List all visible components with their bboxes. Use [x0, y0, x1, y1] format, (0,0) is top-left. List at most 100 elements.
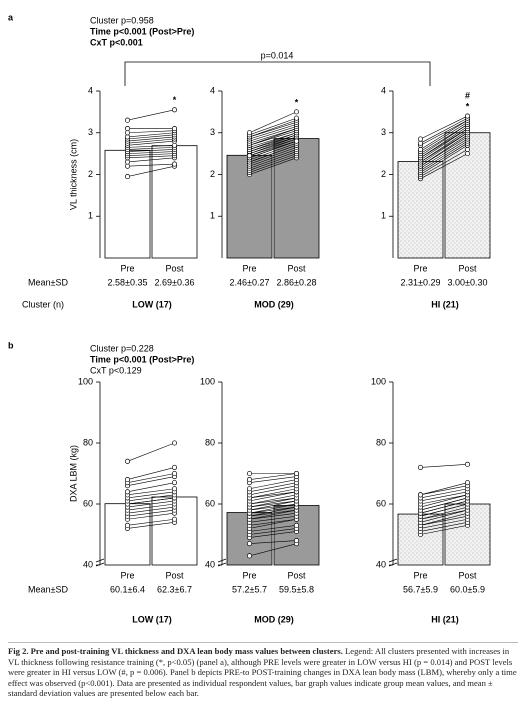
y-tick-label: 3 [381, 127, 386, 137]
respondent-line [420, 140, 468, 171]
value-label: 59.5±5.8 [279, 584, 314, 594]
x-tick-label: Pre [120, 570, 134, 580]
respondent-point [124, 134, 131, 140]
respondent-point [246, 153, 253, 159]
respondent-line [127, 151, 175, 154]
group-label: HI (21) [431, 299, 459, 309]
respondent-line [249, 144, 297, 163]
axis-break [95, 558, 105, 567]
respondent-point [246, 130, 253, 136]
respondent-line [127, 153, 175, 157]
respondent-line [420, 153, 468, 179]
respondent-line [127, 512, 175, 520]
value-label: 2.46±0.27 [230, 277, 270, 287]
comparison-bracket [124, 61, 431, 86]
respondent-line [249, 119, 297, 138]
respondent-line [249, 528, 297, 535]
y-tick-label: 40 [205, 559, 215, 569]
y-tick-label: 4 [210, 85, 215, 95]
value-label: 2.58±0.35 [108, 277, 148, 287]
significance-mark: * [173, 95, 177, 105]
respondent-point [124, 477, 131, 483]
value-label: 57.2±5.7 [232, 584, 267, 594]
respondent-line [127, 442, 175, 462]
y-tick-label: 4 [381, 85, 386, 95]
respondent-point [293, 522, 300, 528]
respondent-line [420, 509, 468, 520]
respondent-line [249, 497, 297, 505]
respondent-point [171, 142, 178, 148]
respondent-point [171, 470, 178, 477]
respondent-line [249, 140, 297, 156]
respondent-point [171, 126, 178, 132]
respondent-line [420, 126, 468, 159]
respondent-line [420, 124, 468, 154]
y-axis-title: DXA LBM (kg) [68, 445, 78, 502]
respondent-line [420, 119, 468, 150]
respondent-line [249, 134, 297, 150]
respondent-point [464, 146, 471, 153]
respondent-line [420, 134, 468, 167]
group-label: LOW (17) [132, 614, 172, 624]
respondent-line [249, 117, 297, 136]
value-label: 2.31±0.29 [401, 277, 441, 287]
respondent-line [249, 128, 297, 146]
respondent-line [249, 500, 297, 508]
y-tick-label: 2 [88, 169, 93, 179]
respondent-line [249, 142, 297, 161]
respondent-line [249, 491, 297, 502]
respondent-line [127, 138, 175, 144]
stats-line: Cluster p=0.228 [90, 343, 154, 353]
respondent-line [249, 503, 297, 511]
respondent-line [249, 509, 297, 517]
respondent-point [246, 486, 253, 492]
respondent-line [249, 138, 297, 154]
respondent-point [171, 486, 178, 492]
respondent-line [420, 518, 468, 529]
value-label: 2.86±0.28 [277, 277, 317, 287]
respondent-line [420, 506, 468, 520]
respondent-line [420, 525, 468, 535]
y-tick-label: 40 [83, 559, 93, 569]
respondent-point [464, 480, 471, 486]
respondent-line [420, 494, 468, 508]
x-tick-label: Pre [413, 263, 427, 273]
respondent-line [249, 540, 297, 544]
respondent-point [124, 174, 131, 180]
respondent-line [249, 124, 297, 140]
respondent-line [249, 494, 297, 505]
x-tick-label: Pre [413, 570, 427, 580]
comparison-label: p=0.014 [261, 50, 294, 60]
mean-label: Mean±SD [28, 277, 68, 287]
respondent-line [420, 522, 468, 532]
respondent-line [249, 515, 297, 523]
respondent-point [293, 470, 300, 477]
cluster-label: Cluster (n) [22, 299, 64, 309]
respondent-line [249, 138, 297, 156]
respondent-line [249, 122, 297, 138]
y-tick-label: 1 [210, 211, 215, 221]
respondent-point [124, 130, 131, 136]
respondent-line [249, 149, 297, 167]
group-label: LOW (17) [132, 299, 172, 309]
stats-line: CxT p<0.129 [90, 365, 142, 375]
respondent-point [124, 522, 131, 528]
respondent-line [249, 132, 297, 150]
respondent-point [417, 140, 424, 146]
y-tick-label: 2 [210, 169, 215, 179]
respondent-line [127, 157, 175, 163]
respondent-line [249, 473, 297, 480]
value-label: 3.00±0.30 [448, 277, 488, 287]
respondent-line [249, 126, 297, 142]
significance-mark: # [465, 90, 470, 100]
respondent-line [420, 142, 468, 173]
respondent-line [249, 134, 297, 152]
x-tick-label: Pre [120, 263, 134, 273]
y-tick-label: 100 [371, 376, 386, 386]
caption-text: Legend: All clusters presented with incr… [8, 646, 517, 698]
y-tick-label: 3 [88, 127, 93, 137]
y-tick-label: 60 [205, 498, 215, 508]
y-tick-label: 100 [200, 376, 215, 386]
significance-mark: * [295, 97, 299, 107]
